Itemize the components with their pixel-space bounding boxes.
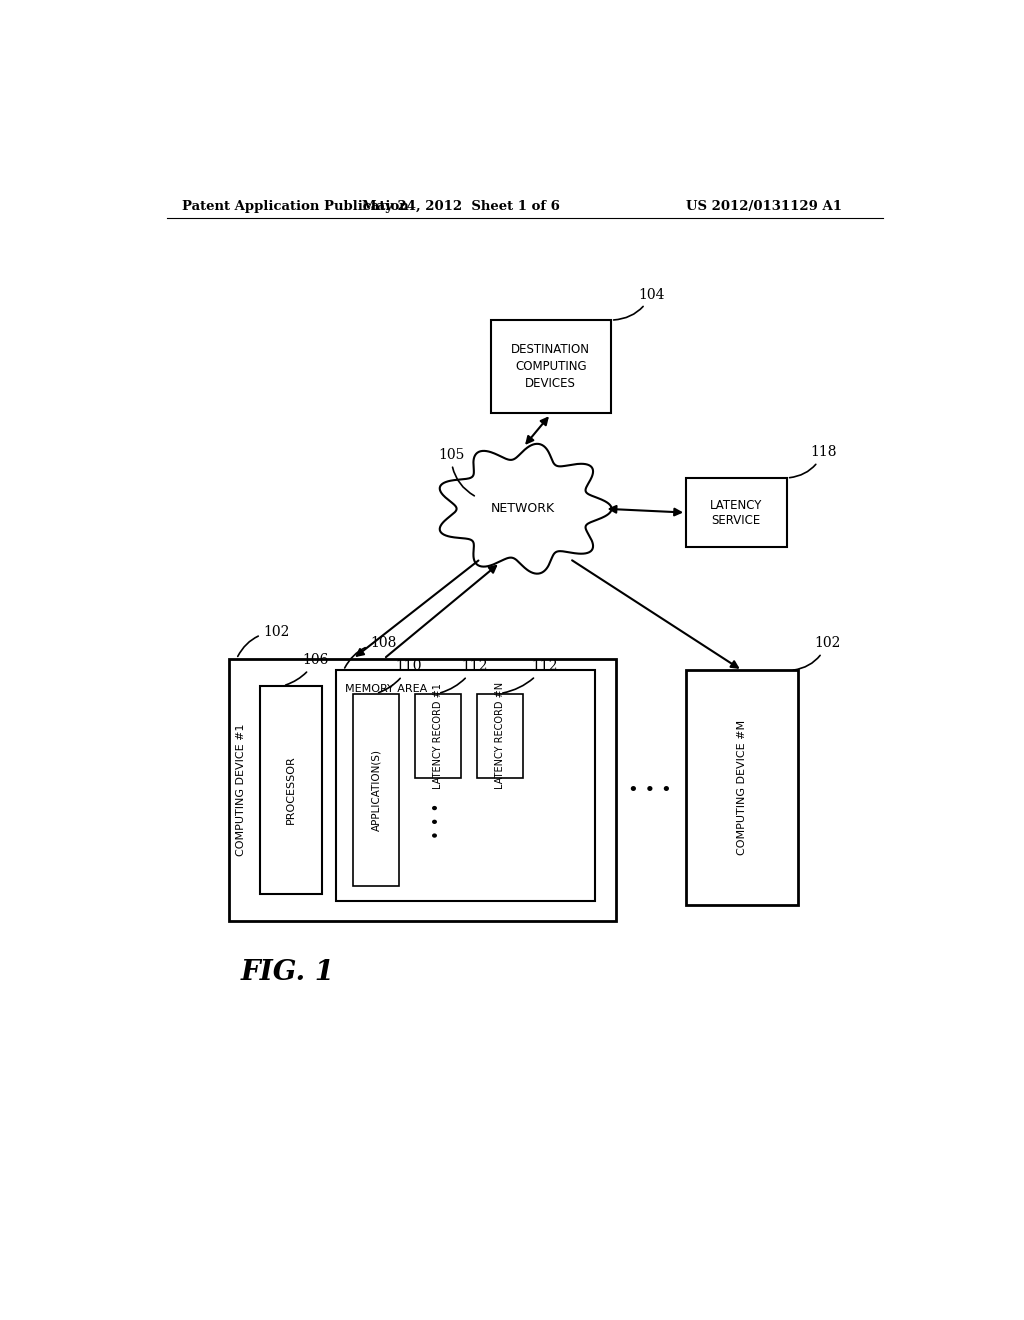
Text: LATENCY
SERVICE: LATENCY SERVICE [711,499,763,527]
Bar [415,693,461,779]
Text: 102: 102 [794,636,841,671]
Text: 112: 112 [503,660,557,693]
Text: 104: 104 [613,288,665,319]
Text: DESTINATION
COMPUTING
DEVICES: DESTINATION COMPUTING DEVICES [511,343,590,389]
Text: APPLICATION(S): APPLICATION(S) [371,748,381,830]
Text: • • •: • • • [628,781,672,799]
Text: May 24, 2012  Sheet 1 of 6: May 24, 2012 Sheet 1 of 6 [362,199,560,213]
Text: 110: 110 [379,660,422,693]
Bar [228,659,616,921]
Bar [336,671,595,902]
Text: MEMORY AREA: MEMORY AREA [345,684,427,694]
Bar [686,478,786,548]
Bar [260,686,322,894]
Text: 108: 108 [345,636,397,668]
Polygon shape [439,444,611,574]
Bar [477,693,523,779]
Bar [686,671,799,906]
Text: • • •: • • • [430,803,445,838]
Text: LATENCY RECORD #N: LATENCY RECORD #N [495,682,505,789]
Text: COMPUTING DEVICE #M: COMPUTING DEVICE #M [737,721,748,855]
Text: 105: 105 [438,447,474,496]
Text: LATENCY RECORD #1: LATENCY RECORD #1 [433,682,443,789]
Bar [490,321,611,413]
Text: US 2012/0131129 A1: US 2012/0131129 A1 [685,199,842,213]
Text: 102: 102 [238,624,290,656]
Text: 106: 106 [286,653,329,685]
Bar [352,693,399,886]
Text: FIG. 1: FIG. 1 [241,960,335,986]
Text: Patent Application Publication: Patent Application Publication [182,199,409,213]
Text: NETWORK: NETWORK [492,502,555,515]
Text: 118: 118 [790,445,837,478]
Text: 112: 112 [440,660,487,693]
Text: COMPUTING DEVICE #1: COMPUTING DEVICE #1 [237,723,246,857]
Text: PROCESSOR: PROCESSOR [286,755,296,824]
